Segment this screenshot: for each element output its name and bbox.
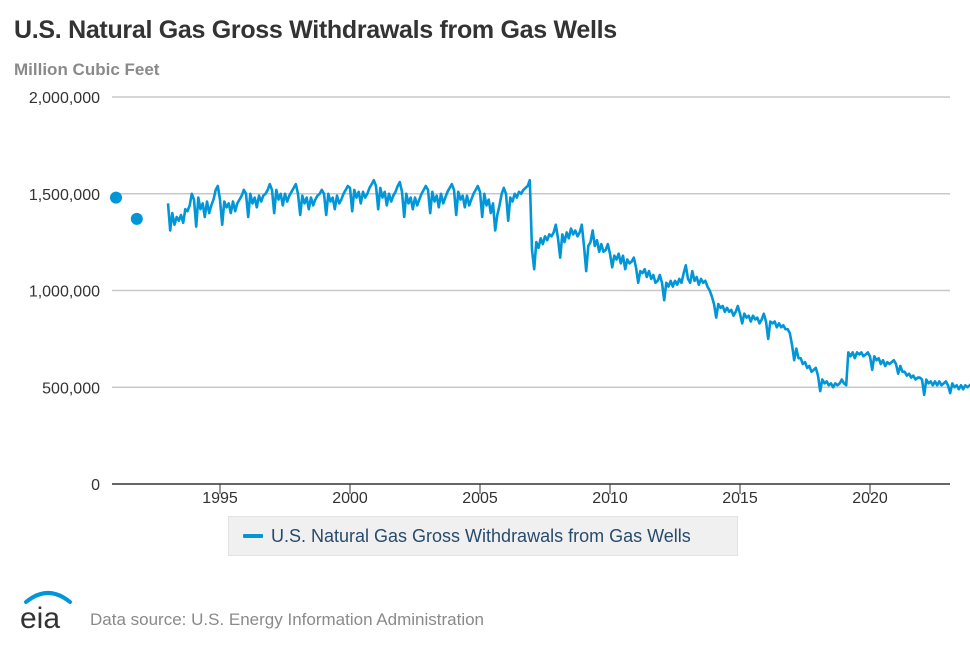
legend-label: U.S. Natural Gas Gross Withdrawals from …	[271, 525, 691, 546]
legend[interactable]: U.S. Natural Gas Gross Withdrawals from …	[228, 516, 738, 556]
y-tick-label: 1,000,000	[29, 284, 100, 301]
y-axis-ticks: 0 500,000 1,000,000 1,500,000 2,000,000	[29, 90, 100, 494]
y-tick-label: 2,000,000	[29, 90, 100, 107]
series-line	[166, 178, 970, 397]
y-tick-label: 0	[91, 477, 100, 494]
y-tick-label: 500,000	[42, 380, 100, 397]
x-tick-label: 2000	[332, 490, 368, 507]
data-point	[110, 191, 122, 204]
x-tick-label: 2015	[722, 490, 758, 507]
x-tick-label: 2005	[462, 490, 498, 507]
eia-logo-icon: eia	[20, 591, 72, 632]
chart-title: U.S. Natural Gas Gross Withdrawals from …	[14, 16, 617, 44]
y-tick-label: 1,500,000	[29, 187, 100, 204]
data-source-text: Data source: U.S. Energy Information Adm…	[90, 610, 485, 629]
data-point	[130, 212, 143, 225]
x-axis: 1995 2000 2005 2010 2015 2020	[112, 483, 950, 507]
logo-text: eia	[20, 602, 60, 632]
gridlines	[112, 96, 950, 388]
x-tick-label: 1995	[202, 490, 238, 507]
series-layer	[110, 178, 970, 397]
footer: eia Data source: U.S. Energy Information…	[18, 588, 484, 632]
x-tick-label: 2010	[592, 490, 628, 507]
legend-swatch	[243, 534, 263, 538]
x-tick-label: 2020	[852, 490, 888, 507]
chart-subtitle: Million Cubic Feet	[14, 60, 160, 79]
